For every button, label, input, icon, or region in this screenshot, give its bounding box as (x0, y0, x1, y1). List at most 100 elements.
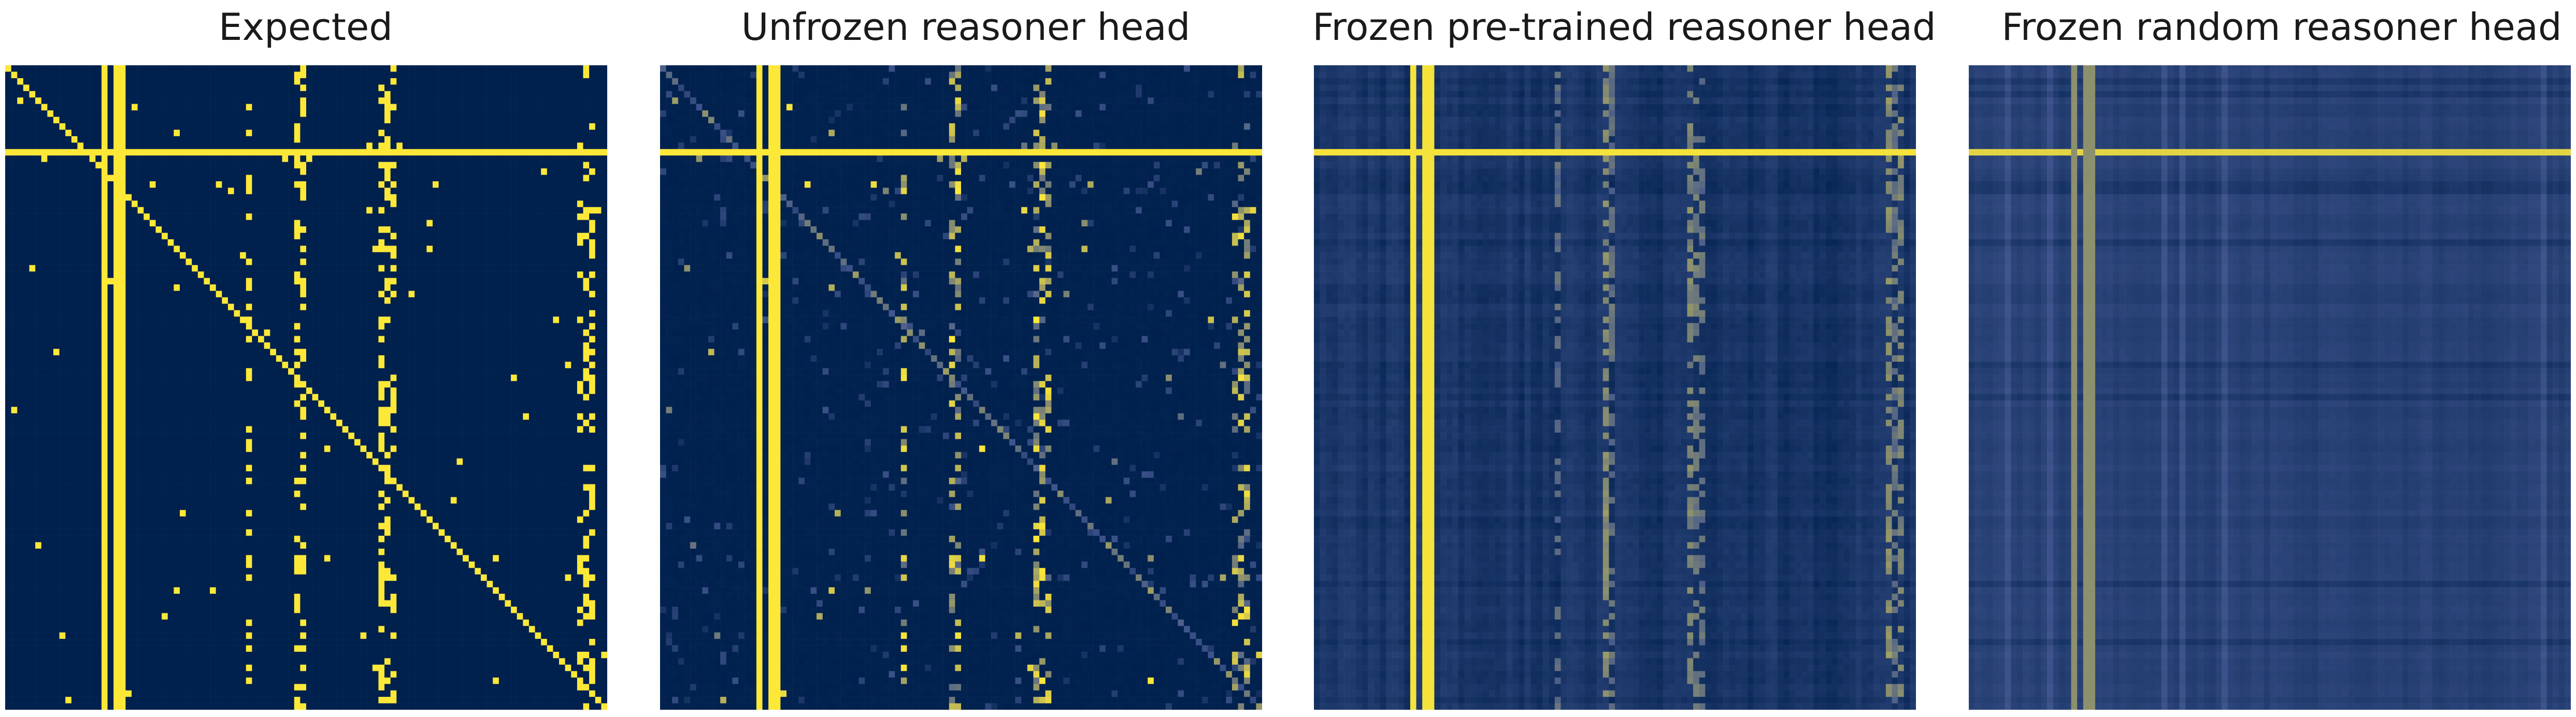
heatmap-cell (47, 220, 54, 227)
heatmap-cell (137, 336, 144, 343)
heatmap-cell (59, 265, 66, 272)
heatmap-cell (553, 336, 560, 343)
heatmap-cell (23, 117, 30, 124)
heatmap-cell (77, 342, 84, 349)
heatmap-cell (216, 207, 222, 214)
heatmap-cell (438, 175, 445, 182)
heatmap-cell (528, 175, 535, 182)
heatmap-cell (318, 291, 325, 298)
heatmap-cell (498, 323, 505, 330)
heatmap-cell (589, 130, 595, 137)
heatmap-cell (137, 136, 144, 143)
heatmap-cell (324, 213, 331, 220)
heatmap-cell (234, 65, 240, 72)
heatmap-cell (366, 97, 373, 104)
heatmap-cell (294, 259, 300, 265)
heatmap-cell (222, 246, 228, 253)
heatmap-cell (414, 271, 421, 278)
heatmap-cell (216, 84, 222, 92)
heatmap-cell (167, 71, 174, 79)
heatmap-cell (300, 213, 307, 220)
heatmap-cell (577, 213, 583, 220)
heatmap-cell (589, 71, 595, 79)
heatmap-cell (438, 181, 445, 188)
heatmap-cell (438, 362, 445, 368)
heatmap-cell (41, 149, 48, 156)
heatmap-cell (83, 142, 90, 149)
heatmap-cell (372, 226, 379, 233)
heatmap-cell (41, 252, 48, 259)
heatmap-cell (149, 65, 156, 72)
heatmap-cell (384, 226, 391, 233)
heatmap-cell (53, 284, 60, 291)
heatmap-cell (23, 252, 30, 259)
heatmap-cell (210, 226, 216, 233)
heatmap-cell (107, 104, 114, 111)
heatmap-cell (438, 304, 445, 310)
heatmap-cell (577, 104, 583, 111)
heatmap-cell (192, 142, 198, 149)
heatmap-cell (396, 175, 403, 182)
heatmap-cell (523, 284, 529, 291)
heatmap-cell (372, 117, 379, 124)
heatmap-cell (463, 233, 469, 240)
heatmap-cell (174, 375, 180, 381)
heatmap-cell (450, 381, 457, 388)
heatmap-cell (59, 78, 66, 85)
heatmap-cell (258, 355, 264, 362)
heatmap-cell (595, 375, 602, 381)
heatmap-cell (396, 355, 403, 362)
heatmap-cell (192, 200, 198, 207)
heatmap-cell (366, 84, 373, 92)
heatmap-cell (137, 110, 144, 117)
heatmap-cell (456, 342, 463, 349)
heatmap-cell (71, 84, 78, 92)
heatmap-cell (559, 271, 565, 278)
heatmap-cell (59, 362, 66, 368)
heatmap-cell (414, 84, 421, 92)
heatmap-cell (65, 200, 72, 207)
heatmap-cell (553, 104, 560, 111)
heatmap-cell (83, 97, 90, 104)
heatmap-cell (577, 278, 583, 285)
heatmap-cell (35, 194, 41, 201)
heatmap-cell (589, 284, 595, 291)
heatmap-cell (535, 265, 541, 272)
heatmap-cell (234, 136, 240, 143)
heatmap-cell (559, 329, 565, 336)
heatmap-cell (5, 200, 11, 207)
heatmap-cell (505, 97, 511, 104)
heatmap-cell (41, 110, 48, 117)
heatmap-cell (174, 130, 180, 137)
heatmap-cell (210, 336, 216, 343)
heatmap-cell (210, 381, 216, 388)
heatmap-cell (89, 213, 96, 220)
heatmap-cell (288, 310, 294, 317)
heatmap-cell (132, 297, 138, 304)
heatmap-cell (179, 130, 186, 137)
heatmap-cell (35, 200, 41, 207)
heatmap-cell (577, 284, 583, 291)
heatmap-cell (276, 310, 282, 317)
heatmap-cell (595, 188, 602, 195)
heatmap-cell (505, 336, 511, 343)
heatmap-cell (330, 123, 337, 130)
heatmap-cell (132, 155, 138, 162)
heatmap-cell (366, 130, 373, 137)
heatmap-cell (107, 362, 114, 368)
heatmap-cell (185, 233, 192, 240)
heatmap-cell (246, 342, 252, 349)
heatmap-cell (450, 188, 457, 195)
heatmap-cell (47, 226, 54, 233)
heatmap-cell (65, 381, 72, 388)
heatmap-cell (318, 297, 325, 304)
heatmap-cell (204, 91, 210, 98)
heatmap-cell (517, 97, 523, 104)
heatmap-cell (41, 336, 48, 343)
heatmap-cell (456, 123, 463, 130)
heatmap-cell (95, 130, 102, 137)
heatmap-cell (258, 375, 264, 381)
heatmap-cell (53, 168, 60, 175)
heatmap-cell (23, 375, 30, 381)
heatmap-cell (505, 200, 511, 207)
